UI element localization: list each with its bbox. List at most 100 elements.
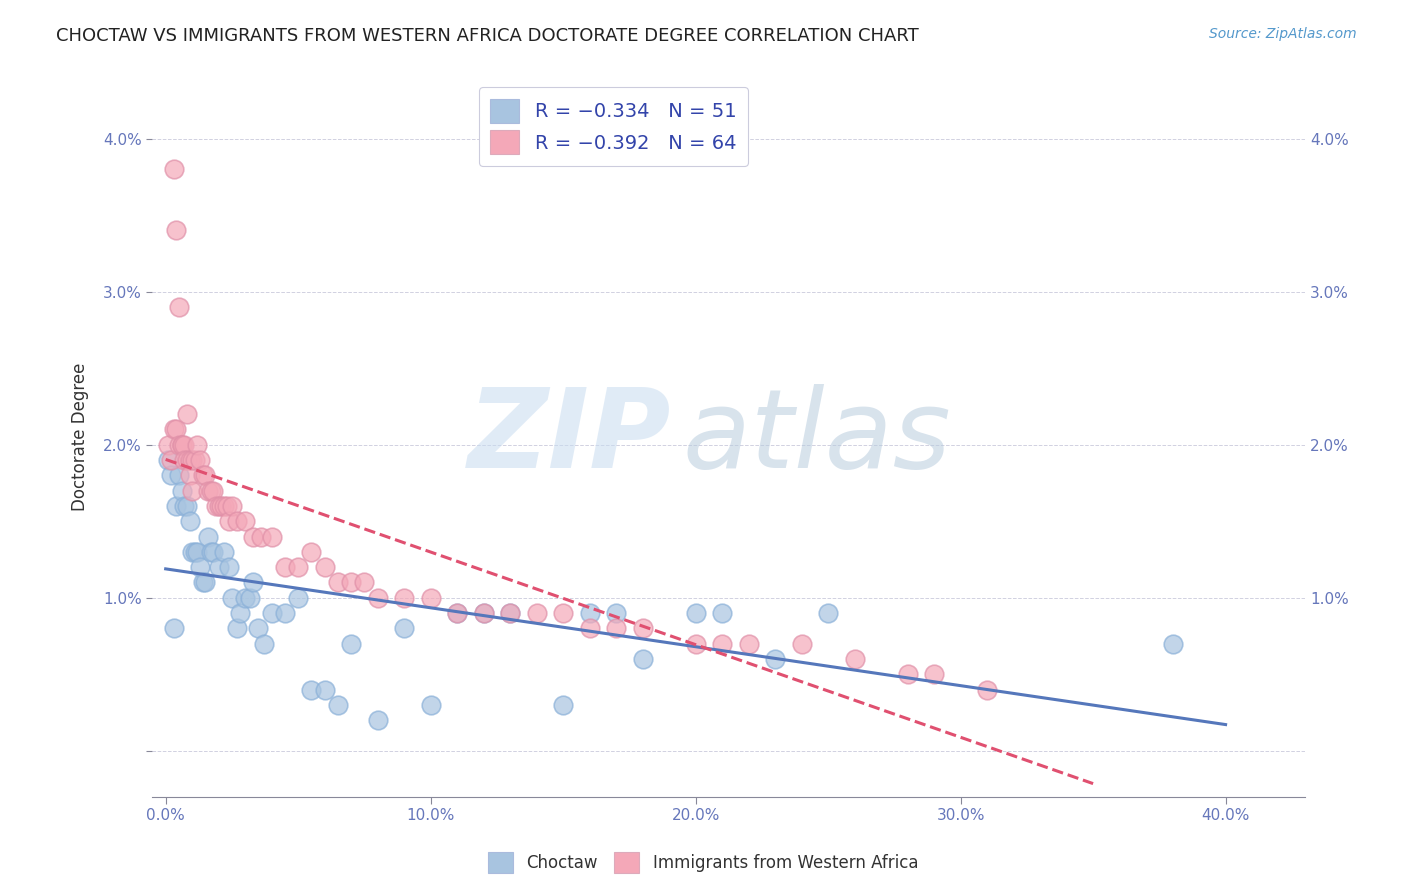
Point: [578, 621, 600, 635]
Point: [260, 529, 283, 543]
Point: [200, 483, 222, 498]
Point: [179, 453, 201, 467]
Point: [340, 575, 363, 590]
Point: [218, 514, 240, 528]
Point: [553, 606, 575, 620]
Legend: R = −0.334   N = 51, R = −0.392   N = 64: R = −0.334 N = 51, R = −0.392 N = 64: [478, 87, 748, 166]
Point: [314, 560, 336, 574]
Point: [202, 545, 225, 559]
Point: [790, 637, 813, 651]
Text: atlas: atlas: [683, 384, 952, 491]
Point: [446, 606, 468, 620]
Text: ZIP: ZIP: [468, 384, 671, 491]
Point: [215, 499, 238, 513]
Point: [188, 453, 211, 467]
Point: [233, 514, 256, 528]
Point: [472, 606, 495, 620]
Point: [186, 438, 208, 452]
Point: [1161, 637, 1184, 651]
Point: [167, 300, 190, 314]
Point: [173, 499, 195, 513]
Point: [326, 698, 349, 712]
Point: [179, 468, 201, 483]
Point: [157, 453, 180, 467]
Point: [817, 606, 839, 620]
Point: [173, 438, 195, 452]
Point: [274, 606, 297, 620]
Point: [253, 637, 276, 651]
Point: [250, 529, 273, 543]
Point: [205, 499, 228, 513]
Point: [631, 652, 654, 666]
Point: [419, 591, 441, 605]
Point: [179, 514, 201, 528]
Point: [287, 591, 309, 605]
Point: [181, 453, 204, 467]
Point: [229, 606, 252, 620]
Y-axis label: Doctorate Degree: Doctorate Degree: [72, 363, 89, 511]
Point: [392, 591, 415, 605]
Point: [922, 667, 945, 681]
Point: [202, 483, 225, 498]
Point: [239, 591, 262, 605]
Point: [419, 698, 441, 712]
Point: [353, 575, 375, 590]
Legend: Choctaw, Immigrants from Western Africa: Choctaw, Immigrants from Western Africa: [481, 846, 925, 880]
Point: [287, 560, 309, 574]
Point: [191, 575, 214, 590]
Point: [197, 529, 219, 543]
Point: [197, 483, 219, 498]
Point: [165, 499, 187, 513]
Point: [184, 545, 207, 559]
Point: [553, 698, 575, 712]
Point: [157, 438, 180, 452]
Point: [162, 162, 184, 177]
Point: [242, 529, 264, 543]
Point: [160, 453, 183, 467]
Point: [274, 560, 297, 574]
Point: [685, 637, 707, 651]
Point: [737, 637, 759, 651]
Point: [200, 545, 222, 559]
Point: [233, 591, 256, 605]
Point: [578, 606, 600, 620]
Point: [711, 606, 734, 620]
Point: [181, 545, 204, 559]
Point: [976, 682, 998, 697]
Point: [897, 667, 920, 681]
Point: [299, 545, 322, 559]
Point: [212, 545, 235, 559]
Point: [184, 453, 207, 467]
Point: [209, 499, 232, 513]
Point: [160, 468, 183, 483]
Point: [499, 606, 522, 620]
Point: [844, 652, 866, 666]
Point: [181, 483, 204, 498]
Point: [711, 637, 734, 651]
Point: [191, 468, 214, 483]
Point: [194, 575, 217, 590]
Point: [194, 468, 217, 483]
Point: [367, 591, 389, 605]
Point: [221, 591, 243, 605]
Point: [392, 621, 415, 635]
Point: [221, 499, 243, 513]
Point: [367, 713, 389, 727]
Point: [631, 621, 654, 635]
Point: [260, 606, 283, 620]
Point: [605, 621, 627, 635]
Point: [212, 499, 235, 513]
Point: [247, 621, 270, 635]
Point: [340, 637, 363, 651]
Point: [226, 514, 249, 528]
Point: [242, 575, 264, 590]
Point: [472, 606, 495, 620]
Point: [605, 606, 627, 620]
Point: [218, 560, 240, 574]
Point: [208, 499, 231, 513]
Point: [176, 453, 198, 467]
Point: [170, 438, 193, 452]
Point: [763, 652, 786, 666]
Point: [446, 606, 468, 620]
Point: [685, 606, 707, 620]
